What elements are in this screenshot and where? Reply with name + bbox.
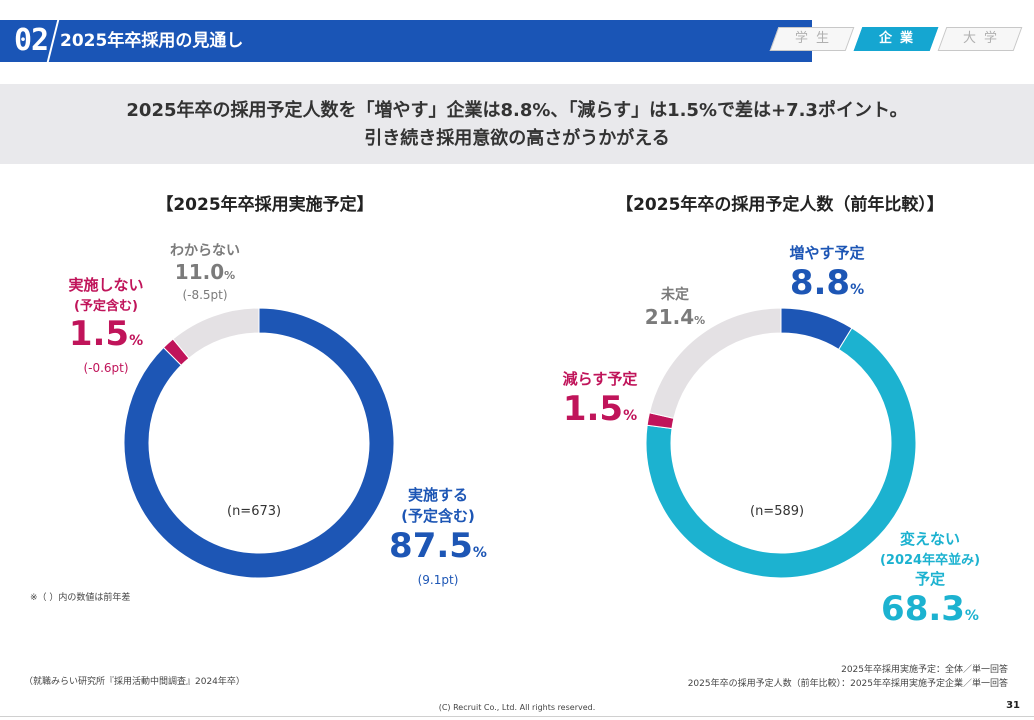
donut-chart-implementation: [123, 307, 395, 579]
donut-slice-unknown: [172, 307, 260, 359]
label-decrease-name: 減らす予定: [562, 370, 638, 388]
label-same-sub: (2024年卒並み): [879, 553, 981, 568]
label-decrease-value: 1.5%: [562, 389, 638, 429]
donut-slice-implement: [123, 307, 395, 579]
chart-1-title: 【2025年卒採用実施予定】: [156, 195, 374, 215]
scope-note-1: 2025年卒採用実施予定：全体／単一回答: [841, 665, 1008, 675]
label-implement-name: 実施する: [407, 486, 468, 504]
label-undecided-name: 未定: [661, 287, 689, 303]
label-undecided-value: 21.4%: [644, 305, 706, 329]
summary-line-2: 引き続き採用意欲の高さがうかがえる: [364, 128, 670, 149]
donut-slice-undecided: [648, 307, 782, 419]
label-same-name-2: 予定: [914, 570, 945, 588]
label-not-implement-name: 実施しない: [68, 276, 144, 294]
label-not-implement-sub: (予定含む): [74, 299, 138, 314]
page-title: 2025年卒採用の見通し: [60, 31, 244, 51]
page-number: 31: [1006, 700, 1020, 711]
chart-2-title: 【2025年卒の採用予定人数（前年比較）】: [616, 195, 944, 215]
header-bar: [0, 20, 812, 62]
label-unknown-value: 11.0%: [174, 260, 236, 284]
donut-chart-headcount: [645, 307, 917, 579]
label-same-value: 68.3%: [881, 589, 979, 629]
label-same: 変えない (2024年卒並み) 予定 68.3%: [862, 528, 998, 636]
tab-companies[interactable]: 企業: [878, 31, 921, 46]
note-diff: ※（ ）内の数値は前年差: [30, 593, 131, 603]
scope-note-2: 2025年卒の採用予定人数（前年比較）：2025年卒採用実施予定企業／単一回答: [687, 679, 1008, 689]
copyright: (C) Recruit Co., Ltd. All rights reserve…: [438, 703, 596, 712]
label-increase-value: 8.8%: [789, 263, 865, 303]
footer-divider: [0, 716, 1034, 717]
chart-2-sample-size: (n=589): [750, 504, 805, 519]
label-implement-value: 87.5%: [389, 526, 487, 566]
summary-line-1: 2025年卒の採用予定人数を「増やす」企業は8.8%、「減らす」は1.5%で差は…: [126, 100, 908, 121]
label-increase-name: 増やす予定: [789, 244, 865, 262]
label-not-implement-value: 1.5%: [68, 314, 144, 354]
label-increase: 増やす予定 8.8%: [762, 242, 892, 310]
label-decrease: 減らす予定 1.5%: [538, 368, 662, 436]
donut-slice-same: [645, 327, 917, 579]
label-unknown-diff: (-8.5pt): [182, 288, 228, 302]
summary-band: [0, 84, 1034, 164]
label-undecided: 未定 21.4%: [630, 284, 720, 334]
label-same-name: 変えない: [899, 530, 960, 548]
label-not-implement-diff: (-0.6pt): [83, 361, 129, 375]
donut-slice-increase: [780, 307, 853, 351]
source-note: （就職みらい研究所『採用活動中間調査』2024年卒）: [24, 677, 245, 687]
section-number: 02: [14, 23, 49, 58]
tab-students[interactable]: 学生: [794, 31, 837, 46]
label-unknown: わからない 11.0% (-8.5pt): [150, 240, 260, 302]
chart-1-sample-size: (n=673): [227, 504, 282, 519]
label-implement: 実施する (予定含む) 87.5% (9.1pt): [380, 484, 496, 587]
label-implement-diff: (9.1pt): [417, 573, 459, 587]
label-implement-sub: (予定含む): [401, 507, 475, 525]
label-not-implement: 実施しない (予定含む) 1.5% (-0.6pt): [46, 274, 166, 375]
label-unknown-name: わからない: [170, 243, 240, 259]
tab-universities[interactable]: 大学: [962, 31, 1005, 46]
